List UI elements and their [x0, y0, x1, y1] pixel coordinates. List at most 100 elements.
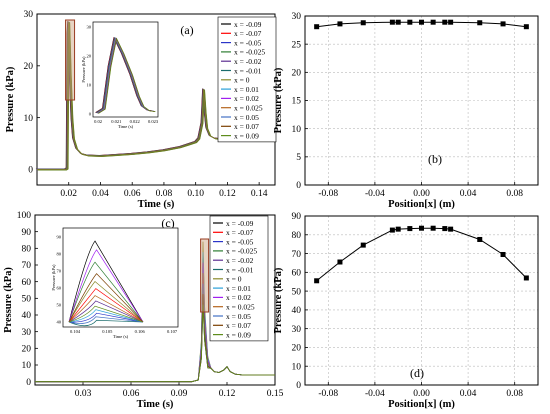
inset-y-tick-label: 90 [57, 235, 62, 240]
legend-label: x = 0.07 [226, 321, 251, 330]
legend-label: x = 0 [234, 76, 250, 85]
y-axis-label: Pressure (kPa) [273, 67, 284, 133]
y-tick-label: 10 [292, 362, 302, 372]
inset-a: 0.02 0.021 0.022 0.023 0 10 20 30 Time (s) Pressu… [81, 21, 159, 129]
data-point [477, 236, 483, 242]
inset-y-tick-label: 20 [87, 54, 92, 59]
data-point [430, 225, 436, 231]
inset-y-label: Pressure (kPa) [51, 264, 56, 291]
y-tick-label: 0 [28, 166, 33, 176]
legend-label: x = -0.025 [226, 247, 257, 256]
inset-y-tick-label: 10 [87, 83, 92, 88]
x-tick-label: 0.00 [413, 189, 430, 199]
panel-c: 0.03 0.06 0.09 0.12 0.15 0 10 20 30 40 50 60 70 80 90 1… [3, 211, 284, 410]
panel-tag: (b) [428, 152, 442, 166]
legend-label: x = -0.01 [226, 265, 254, 274]
legend-label: x = 0.02 [234, 94, 259, 103]
panel-tag: (c) [161, 216, 174, 230]
y-axis-label: Pressure (kPa) [5, 66, 16, 132]
y-tick-label: 0 [296, 381, 301, 391]
legend-label: x = 0.01 [234, 85, 259, 94]
inset-y-tick-label: 40 [57, 320, 62, 325]
y-tick-label: 90 [292, 212, 302, 222]
x-tick-label: 0.04 [460, 389, 477, 399]
y-tick-label: 10 [292, 125, 302, 135]
inset-x-tick-label: 0.104 [70, 329, 81, 334]
x-tick-label: -0.08 [318, 189, 338, 199]
y-tick-label: 30 [292, 325, 302, 335]
series-line [35, 304, 275, 383]
y-tick-label: 0 [296, 181, 301, 191]
data-point [448, 19, 454, 25]
data-point [395, 19, 401, 25]
x-tick-label: 0.08 [506, 189, 523, 199]
legend-label: x = -0.02 [234, 57, 262, 66]
legend-label: x = -0.09 [234, 20, 262, 29]
inset-y-tick-label: 50 [57, 303, 62, 308]
inset-y-tick-label: 60 [57, 286, 62, 291]
data-point [430, 19, 436, 25]
data-point [442, 226, 448, 232]
x-tick-label: 0.12 [219, 189, 236, 199]
x-tick-label: 0.15 [267, 389, 284, 399]
data-point [360, 20, 366, 26]
x-tick-label: 0.03 [75, 389, 92, 399]
panel-b: -0.08 -0.04 0.00 0.04 0.08 0 5 10 15 20 25 30 Positi… [273, 12, 539, 210]
x-axis-label: Position[x] (m) [388, 399, 455, 410]
data-point [442, 19, 448, 25]
panel-tag: (d) [410, 366, 424, 380]
data-point [395, 226, 401, 232]
plot-frame [34, 214, 276, 386]
inset-series-line [68, 319, 144, 327]
y-tick-label: 60 [22, 278, 32, 288]
inset-frame [62, 227, 179, 328]
inset-y-tick-label: 80 [57, 252, 62, 257]
x-axis-label: Time (s) [138, 199, 175, 210]
y-axis-label: Pressure (kPa) [3, 267, 14, 333]
y-tick-label: 20 [292, 69, 302, 79]
inset-x-tick-label: 0.021 [111, 119, 121, 124]
y-tick-label: 5 [296, 153, 301, 163]
data-point [314, 278, 320, 284]
inset-y-tick-label: 70 [57, 269, 62, 274]
x-tick-label: 0.10 [187, 189, 204, 199]
data-point [389, 227, 395, 233]
data-point [337, 21, 343, 27]
highlight-box [65, 19, 76, 101]
inset-series-line [68, 281, 144, 323]
y-tick-label: 0 [26, 378, 31, 388]
data-point [389, 19, 395, 25]
inset-x-tick-label: 0.023 [148, 119, 159, 124]
data-point [337, 259, 343, 265]
legend-label: x = 0.09 [234, 131, 259, 140]
x-tick-label: 0.12 [219, 389, 236, 399]
y-tick-label: 100 [17, 211, 32, 221]
panel-tag: (a) [180, 23, 193, 37]
y-tick-label: 70 [292, 250, 302, 260]
y-tick-label: 20 [292, 344, 302, 354]
inset-series-line [68, 261, 144, 323]
series-line-main [37, 21, 275, 170]
panel-d: -0.08 -0.04 0.00 0.04 0.08 0 10 20 30 40 50 60 70 80 9… [273, 212, 539, 410]
inset-x-tick-label: 0.022 [130, 119, 140, 124]
inset-c: 0.104 0.105 0.106 0.107 40 50 60 70 80 90 Time (s)… [51, 227, 179, 339]
x-tick-label: 0.04 [92, 189, 109, 199]
panel-a: 0.02 0.04 0.06 0.08 0.10 0.12 0.14 0 10 20 30 Time … [5, 10, 277, 210]
inset-x-tick-label: 0.107 [167, 329, 178, 334]
x-tick-label: 0.14 [251, 189, 268, 199]
x-tick-label: 0.08 [156, 189, 173, 199]
x-tick-label: 0.00 [413, 389, 430, 399]
legend-label: x = 0.09 [226, 330, 251, 339]
legend-label: x = -0.01 [234, 66, 262, 75]
data-point [477, 20, 483, 26]
y-tick-label: 30 [22, 328, 32, 338]
legend-label: x = -0.025 [234, 48, 265, 57]
inset-series-line [68, 309, 144, 323]
x-tick-label: -0.08 [318, 389, 338, 399]
legend-label: x = 0 [226, 275, 242, 284]
inset-series-line [68, 240, 144, 323]
data-point [500, 21, 506, 27]
data-point [407, 226, 413, 232]
